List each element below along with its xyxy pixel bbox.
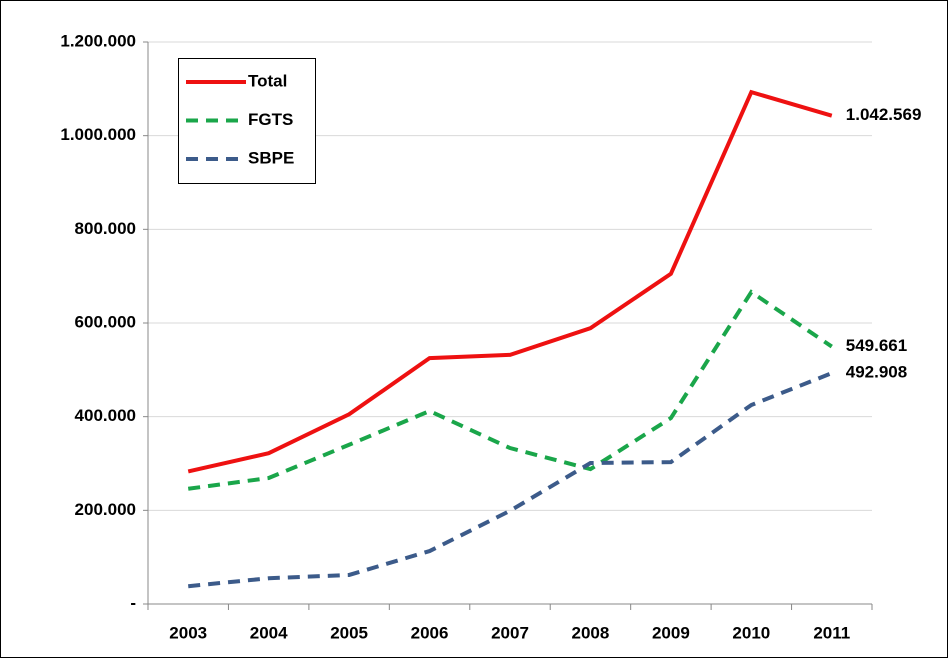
data-label: 492.908 — [846, 363, 907, 382]
x-tick-label: 2011 — [813, 623, 850, 642]
series-line — [187, 289, 833, 491]
series-line — [187, 89, 833, 474]
x-tick-label: 2005 — [330, 623, 368, 642]
x-tick-label: 2010 — [732, 623, 770, 642]
legend-box — [178, 58, 316, 184]
x-tick-label: 2007 — [491, 623, 529, 642]
y-tick-label: 400.000 — [75, 406, 136, 425]
legend-label: FGTS — [248, 110, 293, 129]
data-label: 1.042.569 — [846, 105, 922, 124]
legend-label: SBPE — [248, 148, 294, 167]
x-tick-label: 2009 — [652, 623, 690, 642]
series-line — [188, 371, 833, 589]
y-tick-label: 1.000.000 — [60, 125, 136, 144]
x-tick-label: 2004 — [250, 623, 288, 642]
data-label: 549.661 — [846, 336, 907, 355]
x-tick-label: 2006 — [411, 623, 449, 642]
y-tick-label: - — [130, 593, 136, 612]
y-tick-label: 1.200.000 — [60, 31, 136, 50]
y-tick-label: 200.000 — [75, 500, 136, 519]
x-tick-label: 2003 — [169, 623, 207, 642]
x-tick-label: 2008 — [572, 623, 610, 642]
y-tick-label: 600.000 — [75, 312, 136, 331]
y-tick-label: 800.000 — [75, 219, 136, 238]
legend-label: Total — [248, 71, 287, 90]
